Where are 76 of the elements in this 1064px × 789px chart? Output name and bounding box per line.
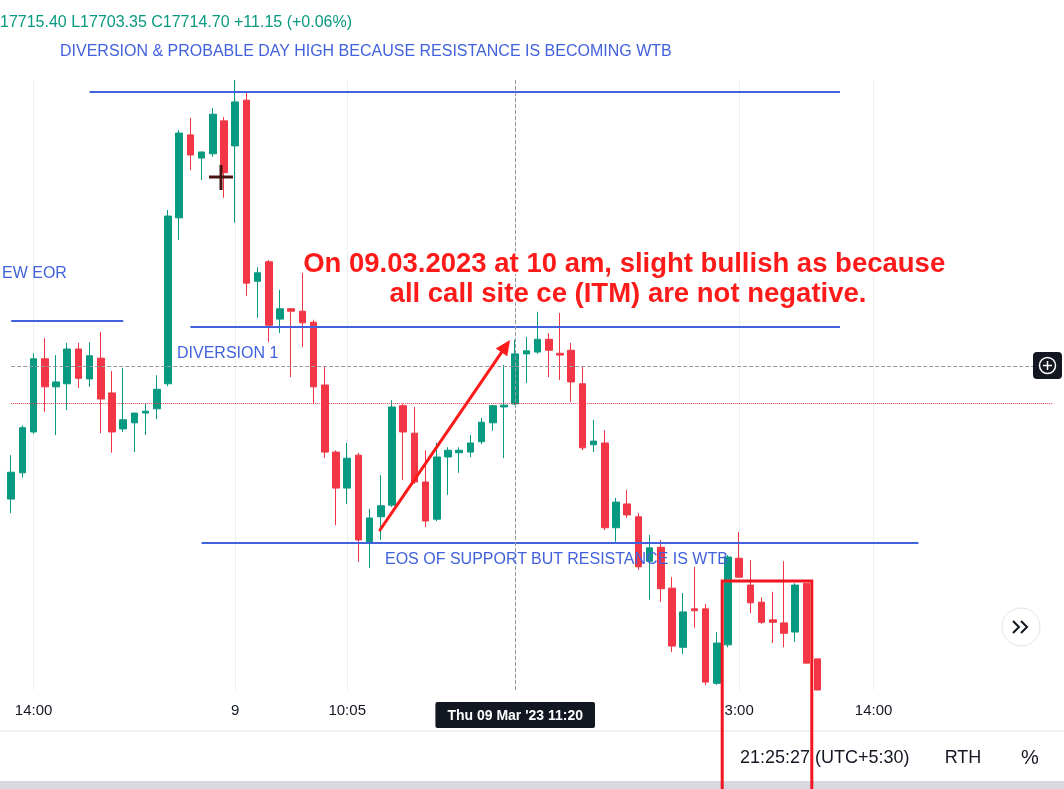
candlestick — [612, 497, 620, 543]
candlestick — [668, 576, 676, 653]
candlestick — [366, 508, 373, 569]
annotation: On 09.03.2023 at 10 am, slight bullish as because all call site ce (ITM) are not negative. — [303, 246, 953, 308]
candlestick — [489, 404, 497, 432]
candlestick — [30, 352, 37, 435]
candlestick — [534, 311, 541, 355]
candlestick — [623, 489, 631, 519]
candlestick — [444, 446, 452, 496]
candlestick — [142, 402, 149, 436]
x-tick-label: 3:00 — [724, 701, 754, 718]
candlestick — [265, 259, 273, 343]
candlestick — [702, 603, 709, 686]
text: % — [1021, 746, 1040, 768]
candlestick — [63, 342, 71, 411]
candlestick — [691, 566, 698, 629]
candlestick — [377, 474, 385, 541]
x-tick-label: 14:00 — [14, 701, 53, 718]
ref-line-label: DIVERSION & PROBABLE DAY HIGH BECAUSE RESISTANCE IS BECOMING WTB — [60, 41, 672, 59]
candlestick — [198, 151, 205, 181]
candlestick — [713, 631, 721, 686]
candlestick — [220, 116, 228, 199]
x-tick-label: 10:05 — [328, 701, 366, 718]
candlestick — [164, 209, 172, 387]
candlestick — [735, 531, 743, 579]
candlestick — [791, 582, 799, 643]
x-tick-label: Thu 09 Mar '23 11:20 — [447, 707, 584, 723]
candlestick — [86, 341, 93, 388]
candlestick — [545, 332, 553, 378]
candlestick — [769, 591, 777, 644]
candlestick — [758, 596, 765, 625]
candlestick — [803, 582, 810, 664]
candlestick — [511, 339, 519, 406]
candlestick — [679, 592, 687, 655]
candlestick — [422, 449, 429, 528]
candlestick — [556, 312, 564, 381]
candlestick — [299, 272, 306, 348]
candlestick — [231, 79, 239, 224]
candlestick — [243, 91, 250, 297]
candlestick — [601, 429, 609, 531]
x-tick-label: 14:00 — [854, 701, 893, 718]
candlestick — [433, 442, 441, 522]
candlestick — [187, 117, 194, 171]
candlestick — [19, 424, 26, 479]
candlestick — [355, 452, 362, 563]
candlestick — [52, 354, 60, 436]
candlestick — [455, 446, 463, 474]
text: 21:25:27 (UTC+5:30) — [740, 747, 910, 767]
candlestick — [780, 560, 788, 648]
candlestick — [131, 412, 138, 453]
candlestick — [254, 266, 261, 319]
candlestick — [287, 307, 295, 378]
candlestick — [478, 417, 485, 445]
candlestick — [567, 342, 575, 403]
candlestick — [119, 367, 127, 433]
candlestick — [411, 406, 418, 485]
candlestick — [209, 107, 217, 158]
candlestick — [7, 454, 15, 514]
candlestick — [467, 434, 474, 458]
candlestick — [590, 419, 597, 453]
candlestick — [814, 658, 821, 691]
candlestick — [747, 559, 754, 614]
candlestick — [75, 342, 82, 389]
candlestick — [276, 289, 284, 334]
candlestick — [500, 364, 508, 459]
candlestick — [523, 336, 530, 384]
text: 17715.40 L17703.35 C17714.70 +11.15 (+0.06%) — [0, 12, 352, 30]
candlestick — [175, 129, 183, 241]
candlestick — [388, 399, 396, 508]
candlestick — [332, 449, 340, 526]
candlestick — [343, 442, 351, 505]
ref-line-label: DIVERSION 1 — [177, 343, 279, 361]
text: RTH — [944, 747, 982, 767]
ref-line-label: EW EOR — [2, 263, 67, 281]
candlestick — [153, 374, 161, 420]
x-tick-label: 9 — [231, 701, 240, 718]
